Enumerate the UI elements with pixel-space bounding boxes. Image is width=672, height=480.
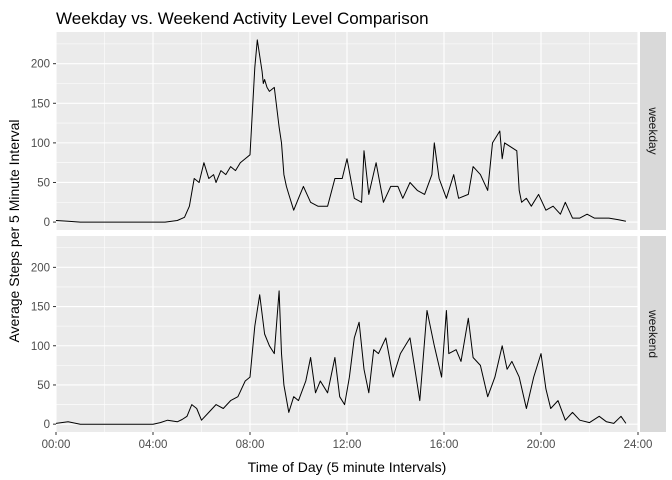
x-axis: 00:00 04:00 08:00 12:00 16:00 20:00 24:00 xyxy=(42,432,653,451)
y-tick-label: 0 xyxy=(44,419,50,431)
panel-weekday: 0 50 100 150 200 weekday xyxy=(31,32,666,230)
panels: 0 50 100 150 200 weekday 0 50 100 150 200 weekend 00… xyxy=(31,32,666,451)
x-tick-label: 08:00 xyxy=(236,439,265,451)
y-tick-label: 50 xyxy=(37,177,50,189)
chart-title: Weekday vs. Weekend Activity Level Compa… xyxy=(56,9,429,28)
y-tick-label: 200 xyxy=(31,59,50,71)
x-tick-label: 12:00 xyxy=(333,439,362,451)
y-tick-label: 50 xyxy=(37,380,50,392)
y-tick-label: 150 xyxy=(31,302,50,314)
x-axis-title: Time of Day (5 minute Intervals) xyxy=(248,459,447,475)
facet-strip-label: weekend xyxy=(646,309,660,358)
y-tick-label: 200 xyxy=(31,262,50,274)
x-tick-label: 20:00 xyxy=(527,439,556,451)
x-tick-label: 24:00 xyxy=(624,439,653,451)
facet-strip-label: weekday xyxy=(646,106,660,154)
y-tick-label: 100 xyxy=(31,341,50,353)
panel-weekend: 0 50 100 150 200 weekend xyxy=(31,236,666,432)
x-tick-label: 16:00 xyxy=(430,439,459,451)
facet-strip xyxy=(640,236,666,432)
series-line-weekend xyxy=(55,290,627,425)
x-tick-label: 00:00 xyxy=(42,439,71,451)
y-tick-label: 150 xyxy=(31,98,50,110)
x-tick-label: 04:00 xyxy=(139,439,168,451)
facet-strip xyxy=(640,32,666,230)
y-tick-label: 0 xyxy=(44,217,50,229)
series-line-weekday xyxy=(55,39,627,223)
y-axis-title: Average Steps per 5 Minute Interval xyxy=(6,119,22,342)
y-tick-label: 100 xyxy=(31,138,50,150)
